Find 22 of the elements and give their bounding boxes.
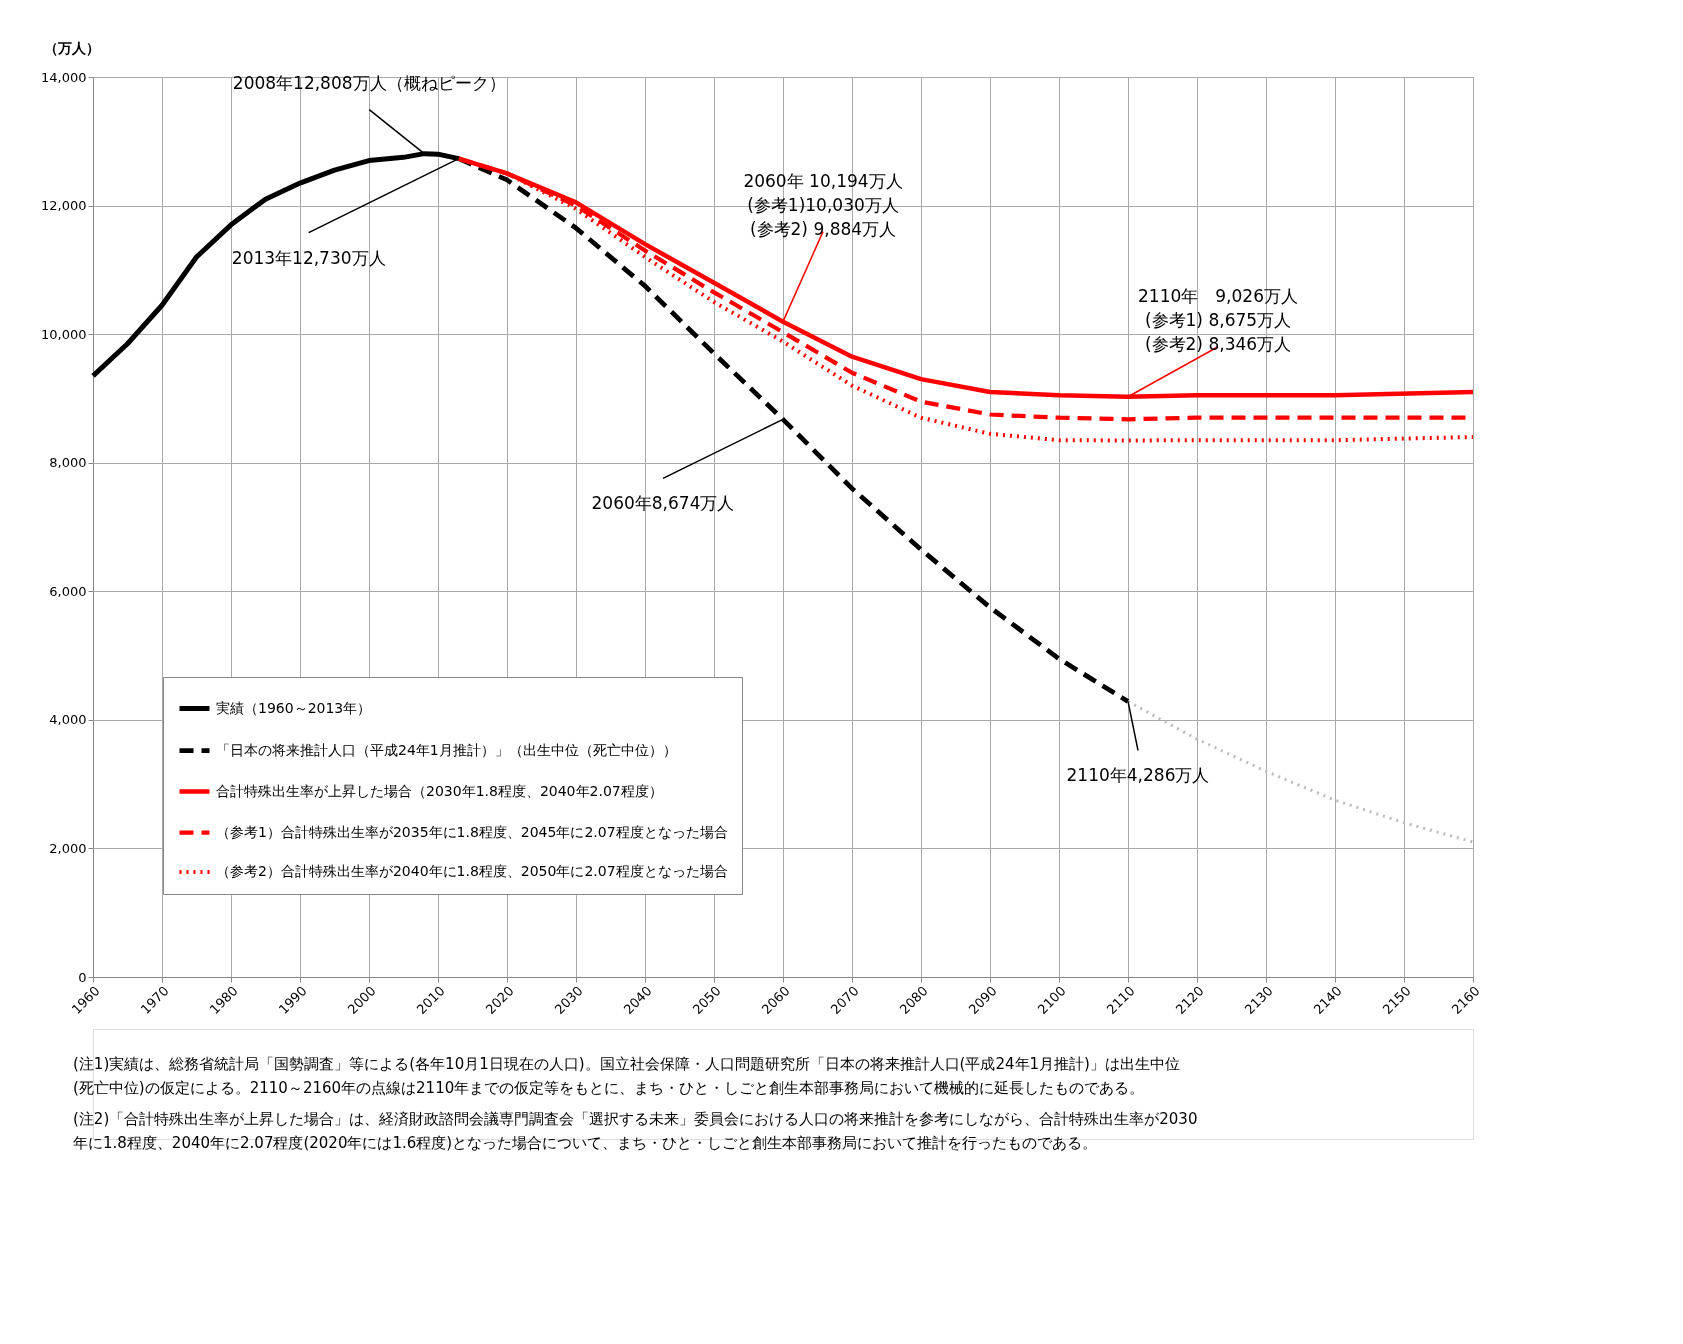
text: (注2)「合計特殊出生率が上昇した場合」は、経済財政諮問会議専門調査会「選択する未来」委員会における人口の将来推計を参考にしながら、合計特殊出生率が2030 年に1.8程度、2040年に2.07程度(2020年には1.6程度)となった場合について、まち・ひと・しごと創生本部事務局において推計を行ったものである。 xyxy=(73,1109,1198,1152)
y-tick-label: 10,000 xyxy=(41,326,87,342)
legend-label: （参考1）合計特殊出生率が2035年に1.8程度、2045年に2.07程度となった場合 xyxy=(216,823,728,840)
legend-label: （参考2）合計特殊出生率が2040年に1.8程度、2050年に2.07程度となった場合 xyxy=(216,863,728,879)
y-tick-label: 8,000 xyxy=(49,455,87,471)
y-tick-label: 12,000 xyxy=(41,198,87,214)
annotation: 2013年12,730万人 xyxy=(231,247,386,268)
text: (注1)実績は、総務省統計局「国勢調査」等による(各年10月1日現在の人口)。国立社会保障・人口問題研究所「日本の将来推計人口(平成24年1月推計)」は出生中位 (死亡中位)の仮定による。2110～2160年の点線は2110年までの仮定等をもとに、まち・ひと・しごと創生本部事務局において機械的に延長したものである。 xyxy=(73,1054,1180,1097)
legend-label: 「日本の将来推計人口（平成24年1月推計）」（出生中位（死亡中位）） xyxy=(216,741,677,758)
annotation: 2008年12,808万人（概ねピーク） xyxy=(232,72,506,93)
annotation: 2060年8,674万人 xyxy=(591,493,735,514)
legend-label: 実績（1960～2013年） xyxy=(216,699,372,716)
annotation: 2060年 10,194万人 (参考1)10,030万人 (参考2) 9,884万人 xyxy=(743,170,903,239)
annotation: 2110年4,286万人 xyxy=(1066,765,1210,786)
y-tick-label: 14,000 xyxy=(41,69,87,85)
y-tick-label: 4,000 xyxy=(49,712,87,728)
legend-label: 合計特殊出生率が上昇した場合（2030年1.8程度、2040年2.07程度） xyxy=(216,782,663,799)
annotation: 2110年 9,026万人 (参考1) 8,675万人 (参考2) 8,346万人 xyxy=(1138,285,1298,354)
y-tick-label: 2,000 xyxy=(49,840,87,856)
y-tick-label: 0 xyxy=(78,969,87,985)
y-tick-label: 6,000 xyxy=(49,583,87,599)
y-axis-title: （万人） xyxy=(43,39,100,56)
